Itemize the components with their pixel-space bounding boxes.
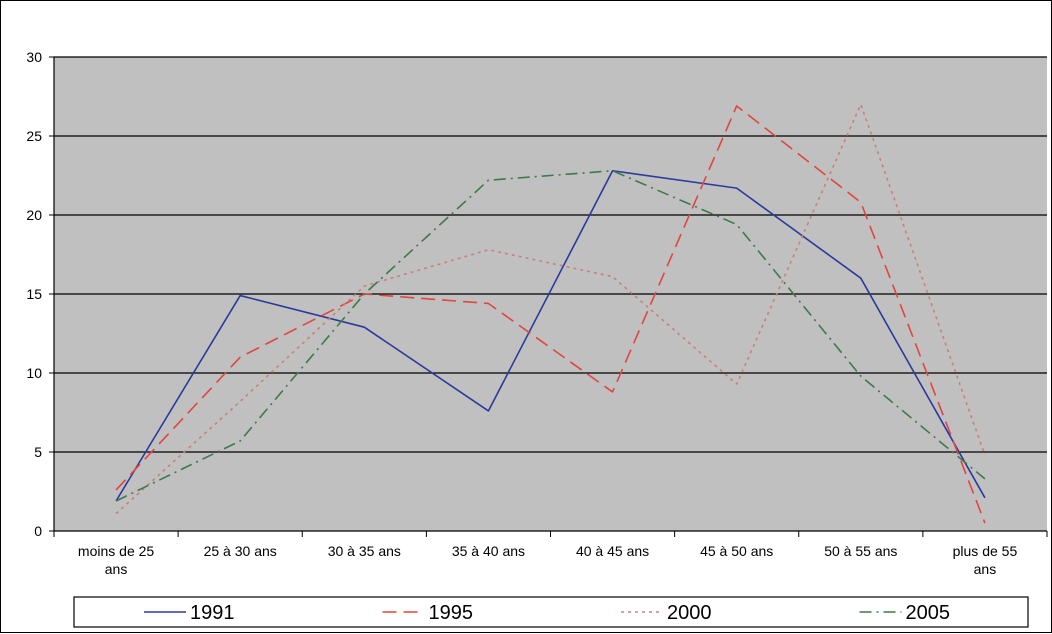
data-point-2000-5	[735, 382, 739, 386]
data-point-1995-3	[486, 301, 490, 305]
data-point-1995-1	[238, 355, 242, 359]
data-point-1991-3	[486, 409, 490, 413]
series-line-1991	[115, 169, 986, 502]
legend-label-1995: 1995	[429, 602, 474, 624]
ytick-label-15: 15	[26, 286, 42, 302]
xtick-label-4: 40 à 45 ans	[576, 543, 649, 559]
data-point-1991-1	[238, 294, 242, 298]
data-point-2000-4	[611, 275, 615, 279]
data-point-1995-7	[983, 521, 987, 525]
data-point-2000-3	[486, 248, 490, 252]
xtick-label-3: 35 à 40 ans	[452, 543, 525, 559]
data-point-2005-0	[114, 499, 118, 503]
data-point-1991-2	[362, 325, 366, 329]
data-point-2000-6	[859, 102, 863, 106]
ytick-label-20: 20	[26, 207, 42, 223]
data-point-1991-5	[735, 186, 739, 190]
data-point-2005-4	[611, 169, 615, 173]
series-line-2005	[115, 169, 986, 502]
data-point-2005-5	[735, 222, 739, 226]
ytick-label-0: 0	[34, 523, 42, 539]
legend-label-2000: 2000	[667, 602, 712, 624]
data-point-2005-7	[983, 477, 987, 481]
data-point-2000-7	[983, 453, 987, 457]
data-point-2005-2	[362, 292, 366, 296]
legend-label-1991: 1991	[190, 602, 235, 624]
xtick-label-1: 25 à 30 ans	[204, 543, 277, 559]
data-point-1991-6	[859, 276, 863, 280]
xtick-label-5: 45 à 50 ans	[700, 543, 773, 559]
data-point-2005-3	[486, 178, 490, 182]
data-point-1995-4	[611, 390, 615, 394]
xtick-label-6: 50 à 55 ans	[824, 543, 897, 559]
data-point-2005-6	[859, 374, 863, 378]
xtick-label-2: 30 à 35 ans	[328, 543, 401, 559]
data-point-1991-7	[983, 496, 987, 500]
data-point-2000-0	[114, 512, 118, 516]
data-point-1995-0	[114, 488, 118, 492]
data-point-1995-5	[735, 104, 739, 108]
data-point-1995-6	[859, 200, 863, 204]
xtick-label-7: plus de 55 ans	[953, 543, 1018, 577]
data-point-2000-2	[362, 284, 366, 288]
ytick-label-30: 30	[26, 49, 42, 65]
legend-label-2005: 2005	[906, 602, 951, 624]
data-point-2005-1	[238, 439, 242, 443]
ytick-label-25: 25	[26, 128, 42, 144]
ytick-label-5: 5	[34, 444, 42, 460]
legend-box	[73, 596, 1029, 628]
data-point-2000-1	[238, 399, 242, 403]
xtick-label-0: moins de 25 ans	[78, 543, 154, 577]
series-line-1995	[115, 105, 986, 524]
ytick-label-10: 10	[26, 365, 42, 381]
